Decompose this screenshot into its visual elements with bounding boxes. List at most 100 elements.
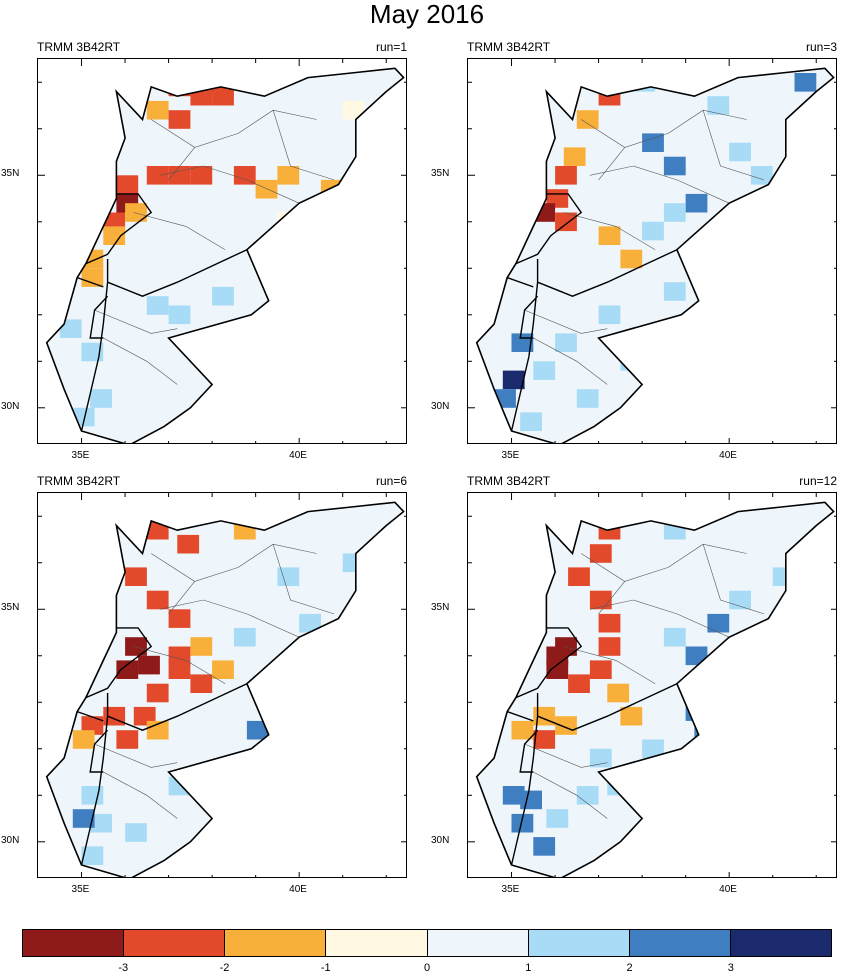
- region-base-fill: [476, 68, 834, 443]
- grid-cell: [146, 100, 169, 120]
- panel-run-label: run=1: [375, 40, 407, 54]
- panel-source-label: TRMM 3B42RT: [467, 40, 551, 54]
- panel-run-label: run=3: [805, 40, 837, 54]
- colorbar-cell: [427, 930, 529, 956]
- admin-border: [103, 337, 178, 385]
- panel-run-label: run=12: [799, 474, 837, 488]
- grid-cell: [133, 706, 156, 726]
- axis-ticks: [38, 493, 406, 877]
- country-border: [107, 683, 248, 731]
- country-border: [89, 729, 109, 773]
- grid-cell: [589, 544, 612, 563]
- country-border: [515, 193, 583, 265]
- y-tick-label: 30N: [431, 400, 450, 412]
- admin-border: [133, 646, 226, 684]
- colorbar-cell: [23, 930, 125, 956]
- y-tick-label: 35N: [431, 602, 450, 614]
- grid-cell: [685, 193, 708, 213]
- admin-border: [94, 743, 178, 768]
- grid-cell: [190, 637, 213, 656]
- x-tick-label: 40E: [289, 450, 307, 461]
- admin-border: [103, 771, 178, 819]
- grid-cell: [116, 660, 139, 679]
- axis-ticks: [468, 59, 836, 443]
- grid-cell: [542, 286, 564, 306]
- map-frame: [467, 58, 837, 444]
- grid-cell: [663, 203, 686, 222]
- admin-border: [133, 212, 226, 250]
- x-tick-label: 35E: [71, 450, 90, 461]
- map-panel-run6: TRMM 3B42RT run=6: [37, 474, 407, 878]
- grid-cell: [125, 823, 147, 842]
- admin-border: [159, 165, 300, 204]
- grid-cell: [620, 706, 643, 726]
- grid-cell: [546, 809, 569, 828]
- map-panel-run1: TRMM 3B42RT run=1: [37, 40, 407, 444]
- region-outline: [45, 501, 405, 877]
- grid-cell: [598, 613, 621, 633]
- grid-cell: [555, 333, 577, 352]
- colorbar-label: 0: [423, 962, 431, 974]
- region-outline: [475, 501, 835, 877]
- colorbar-cell: [326, 930, 428, 956]
- grid-cell: [81, 342, 104, 362]
- figure-title: May 2016: [369, 0, 485, 29]
- grid-cell: [729, 142, 751, 162]
- grid-cell: [212, 660, 234, 679]
- admin-border: [581, 543, 747, 582]
- grid-cell: [568, 567, 590, 586]
- admin-border: [581, 109, 747, 148]
- grid-cell: [277, 212, 300, 232]
- country-border: [506, 710, 534, 722]
- x-tick-label: 35E: [71, 884, 90, 895]
- grid-cell: [59, 319, 82, 338]
- grid-cell: [576, 110, 599, 129]
- grid-cell: [146, 166, 169, 185]
- colorbar-cell: [528, 930, 630, 956]
- grid-cell: [520, 790, 542, 810]
- colorbar-label: -3: [118, 962, 129, 974]
- grid-cell: [563, 147, 586, 166]
- grid-cell: [568, 259, 590, 278]
- admin-border: [598, 581, 625, 615]
- colorbar: [22, 929, 832, 957]
- region-outline: [475, 67, 835, 443]
- admin-border: [702, 110, 765, 181]
- x-tick-label: 35E: [501, 884, 520, 895]
- grid-cell: [125, 203, 147, 222]
- country-border: [537, 249, 678, 297]
- grid-cell: [233, 627, 256, 647]
- admin-border: [159, 599, 300, 638]
- grid-cell: [190, 166, 213, 185]
- country-border: [519, 729, 539, 773]
- admin-border: [94, 309, 178, 334]
- grid-cell: [502, 370, 525, 390]
- admin-border: [702, 544, 765, 615]
- grid-cell: [555, 212, 577, 232]
- grid-cell: [511, 720, 534, 740]
- grid-cell: [642, 739, 664, 759]
- country-border: [515, 627, 583, 699]
- grid-cell: [255, 179, 278, 199]
- region-base-fill: [46, 68, 404, 443]
- admin-border: [563, 212, 656, 250]
- country-border: [85, 627, 153, 699]
- y-tick-label: 30N: [431, 834, 450, 846]
- map-frame: [467, 492, 837, 878]
- grid-cell: [707, 96, 730, 115]
- grid-cell: [598, 305, 621, 325]
- y-tick-label: 35N: [1, 602, 20, 614]
- grid-cell: [750, 166, 773, 185]
- grid-cell: [103, 352, 126, 371]
- grid-cell: [720, 286, 743, 306]
- grid-cell: [277, 720, 300, 740]
- grid-cell: [81, 846, 104, 865]
- map-plot: [38, 59, 406, 443]
- country-border: [519, 295, 539, 339]
- grid-cell: [168, 110, 191, 129]
- axis-ticks: [38, 59, 406, 443]
- grid-cell: [598, 226, 621, 245]
- x-tick-label: 40E: [719, 450, 737, 461]
- map-plot: [38, 493, 406, 877]
- grid-cell: [642, 133, 664, 152]
